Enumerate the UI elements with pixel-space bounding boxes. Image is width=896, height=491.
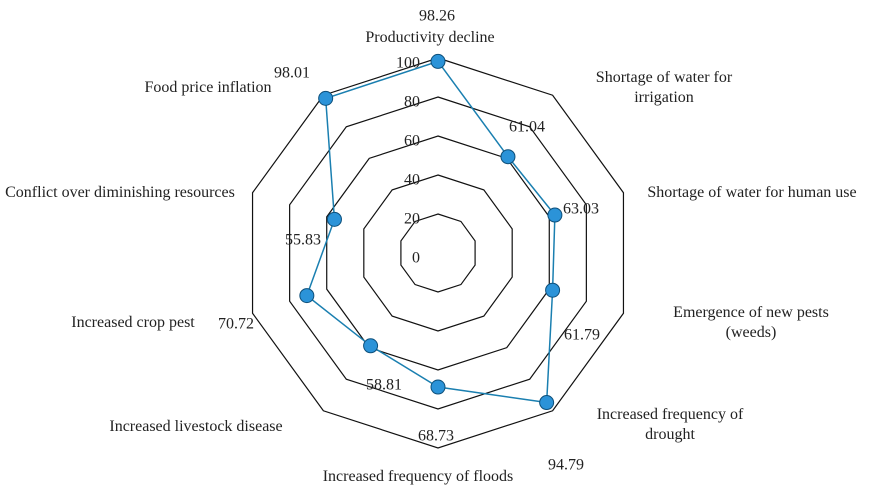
r-tick-label: 0 <box>412 250 420 267</box>
marker <box>318 90 334 106</box>
marker <box>326 211 342 227</box>
marker <box>500 149 516 165</box>
grid-ring <box>251 57 625 449</box>
r-tick-label: 100 <box>396 55 420 72</box>
marker <box>539 395 555 411</box>
category-label: Emergence of new pests (weeds) <box>673 304 829 341</box>
r-tick-label: 80 <box>404 94 420 111</box>
value-label: 98.01 <box>274 65 310 82</box>
grid-ring <box>363 174 513 332</box>
r-tick-label: 40 <box>404 172 420 189</box>
r-tick-label: 60 <box>404 133 420 150</box>
category-label: Shortage of water for irrigation <box>595 69 733 106</box>
marker <box>430 379 446 395</box>
value-label: 70.72 <box>218 316 254 333</box>
category-label: Increased frequency of floods <box>322 468 514 485</box>
category-label: Food price inflation <box>144 79 272 96</box>
value-label: 61.04 <box>509 119 545 136</box>
grid-ring <box>326 135 550 371</box>
grid-ring <box>400 213 476 293</box>
value-label: 68.73 <box>418 428 454 445</box>
category-label: Increased frequency of drought <box>596 406 744 443</box>
marker <box>547 207 563 223</box>
grid-ring <box>289 96 587 410</box>
r-tick-label: 20 <box>404 211 420 228</box>
category-label: Productivity decline <box>365 29 495 46</box>
value-label: 61.79 <box>564 327 600 344</box>
value-label: 63.03 <box>563 201 599 218</box>
marker <box>299 288 315 304</box>
category-label: Shortage of water for human use <box>647 184 857 201</box>
value-label: 94.79 <box>548 457 584 474</box>
marker <box>363 338 379 354</box>
marker <box>545 282 561 298</box>
category-label: Increased crop pest <box>71 314 195 331</box>
series-line <box>305 60 556 404</box>
value-label: 55.83 <box>285 232 321 249</box>
value-label: 58.81 <box>366 377 402 394</box>
marker <box>430 53 446 69</box>
category-label: Increased livestock disease <box>109 418 283 435</box>
category-label: Conflict over diminishing resources <box>5 184 235 201</box>
value-label: 98.26 <box>419 8 455 25</box>
